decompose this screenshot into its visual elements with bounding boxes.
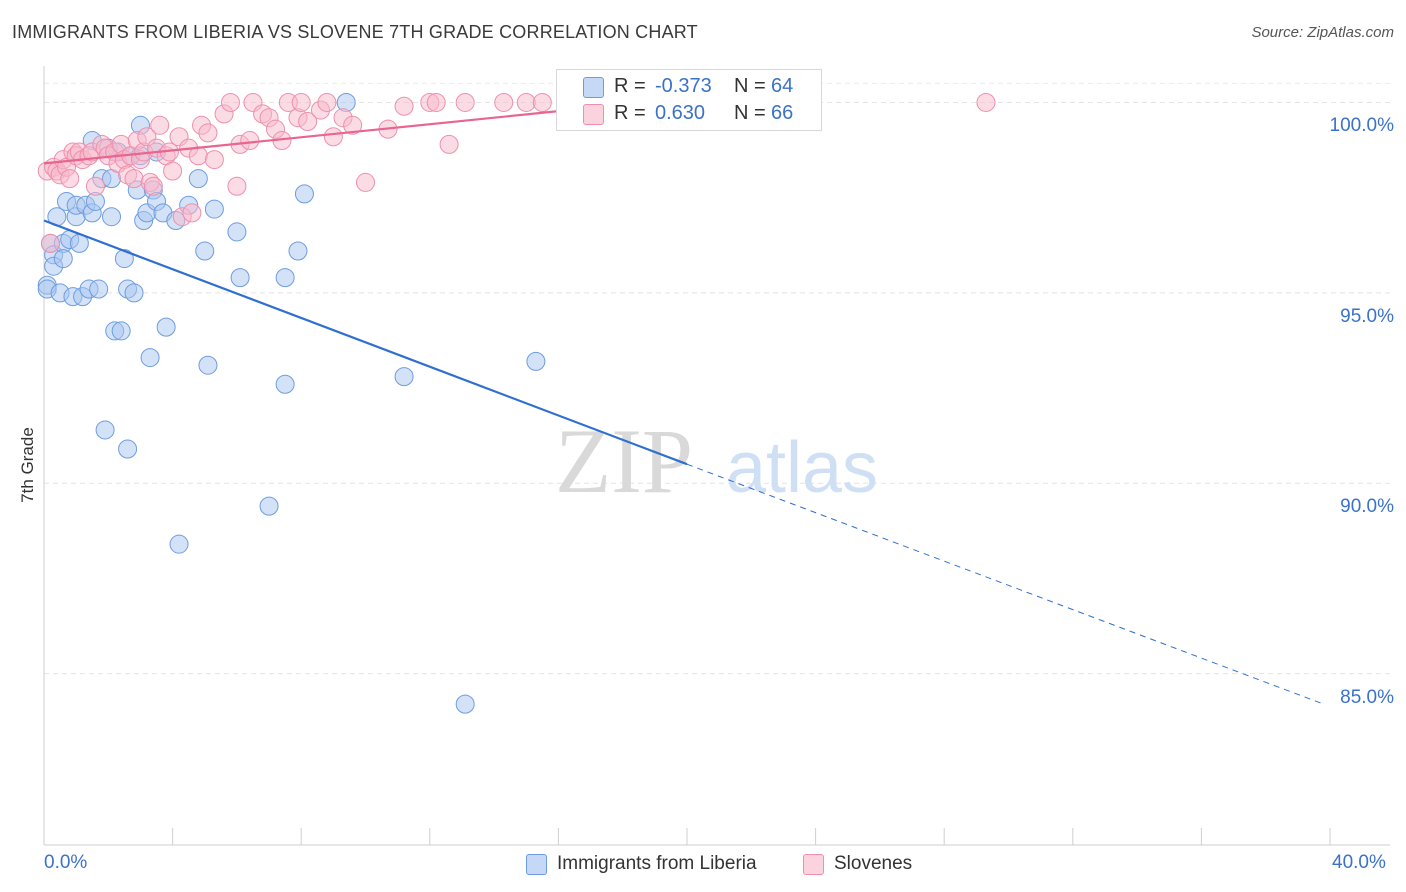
n-value: 64 xyxy=(771,75,794,97)
legend-swatch-slovenes xyxy=(583,104,604,125)
data-point xyxy=(53,249,73,269)
data-point xyxy=(275,374,295,394)
n-label: N = xyxy=(734,75,766,97)
data-point xyxy=(976,92,996,112)
n-value: 66 xyxy=(771,102,794,124)
x-tick-label-max: 40.0% xyxy=(1332,852,1386,873)
data-point xyxy=(394,96,414,116)
data-point xyxy=(40,233,60,253)
data-point xyxy=(294,184,314,204)
legend-swatch-liberia xyxy=(583,77,604,98)
data-point xyxy=(394,367,414,387)
data-point xyxy=(198,123,218,143)
axes xyxy=(43,66,1390,846)
data-point xyxy=(494,92,514,112)
y-tick-label: 90.0% xyxy=(1340,496,1394,518)
data-point xyxy=(204,150,224,170)
data-point xyxy=(259,496,279,516)
watermark: ZIP atlas xyxy=(555,410,878,512)
data-point xyxy=(204,199,224,219)
correlation-legend: R = -0.373 N = 64 R = 0.630 N = 66 xyxy=(556,69,822,131)
data-point xyxy=(227,176,247,196)
r-label: R = xyxy=(614,75,646,97)
series-legend: Immigrants from Liberia Slovenes xyxy=(0,852,1406,878)
watermark-zip: ZIP xyxy=(555,410,693,512)
data-point xyxy=(227,222,247,242)
data-point xyxy=(140,348,160,368)
y-tick-label: 85.0% xyxy=(1340,686,1394,708)
r-value: -0.373 xyxy=(655,75,712,97)
data-point xyxy=(85,176,105,196)
data-point xyxy=(198,355,218,375)
legend-row-slovenes: R = 0.630 N = 66 xyxy=(557,101,821,127)
data-point xyxy=(298,112,318,132)
data-point xyxy=(111,321,131,341)
legend-swatch-slovenes xyxy=(803,854,824,875)
data-point xyxy=(169,534,189,554)
legend-label-liberia: Immigrants from Liberia xyxy=(557,853,757,874)
data-point xyxy=(288,241,308,261)
data-point xyxy=(526,351,546,371)
series-liberia xyxy=(37,92,546,714)
watermark-atlas: atlas xyxy=(726,428,878,508)
data-point xyxy=(60,169,80,189)
source-credit: Source: ZipAtlas.com xyxy=(1251,24,1394,41)
n-label: N = xyxy=(734,102,766,124)
trend-lines xyxy=(43,105,1324,705)
gridlines xyxy=(44,82,1390,675)
x-tick-label-min: 0.0% xyxy=(44,852,88,873)
data-point xyxy=(455,694,475,714)
trend-line-liberia-extrapolated xyxy=(686,463,1324,705)
data-point xyxy=(95,420,115,440)
data-point xyxy=(124,283,144,303)
data-point xyxy=(114,249,134,269)
trend-line-slovenes xyxy=(43,105,607,165)
data-point xyxy=(230,268,250,288)
data-point xyxy=(323,127,343,147)
legend-label-slovenes: Slovenes xyxy=(834,853,913,874)
data-point xyxy=(516,92,536,112)
data-point xyxy=(240,131,260,151)
data-point xyxy=(188,146,208,166)
data-point xyxy=(143,176,163,196)
data-point xyxy=(426,92,446,112)
data-point xyxy=(532,92,552,112)
data-point xyxy=(156,317,176,337)
data-point xyxy=(195,241,215,261)
r-value: 0.630 xyxy=(655,102,706,124)
data-point xyxy=(343,115,363,135)
data-point xyxy=(275,268,295,288)
legend-swatch-liberia xyxy=(526,854,547,875)
data-point xyxy=(317,92,337,112)
data-point xyxy=(89,279,109,299)
data-point xyxy=(455,92,475,112)
y-axis-label: 7th Grade xyxy=(18,427,37,503)
data-point xyxy=(188,169,208,189)
data-point xyxy=(356,172,375,192)
data-points xyxy=(37,92,996,714)
data-point xyxy=(118,439,138,459)
data-point xyxy=(102,207,122,227)
data-point xyxy=(291,92,311,112)
series-slovenes xyxy=(37,92,996,253)
r-label: R = xyxy=(614,102,646,124)
chart-title: IMMIGRANTS FROM LIBERIA VS SLOVENE 7TH G… xyxy=(12,22,698,42)
y-tick-label: 100.0% xyxy=(1329,115,1394,137)
y-tick-label: 95.0% xyxy=(1340,305,1394,327)
data-point xyxy=(150,115,170,135)
trend-line-liberia xyxy=(43,219,688,466)
legend-row-liberia: R = -0.373 N = 64 xyxy=(557,74,821,100)
data-point xyxy=(163,161,183,181)
data-point xyxy=(439,134,459,154)
data-point xyxy=(182,203,202,223)
data-point xyxy=(220,92,240,112)
data-point xyxy=(124,169,144,189)
